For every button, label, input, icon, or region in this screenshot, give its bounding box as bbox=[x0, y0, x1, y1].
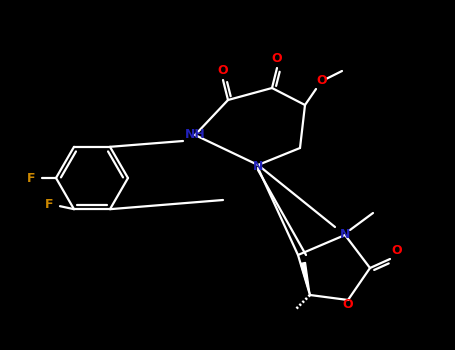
Text: N: N bbox=[253, 161, 263, 174]
Text: N: N bbox=[340, 229, 350, 241]
Text: O: O bbox=[272, 51, 282, 64]
Text: O: O bbox=[317, 75, 327, 88]
Text: NH: NH bbox=[185, 128, 205, 141]
Text: F: F bbox=[45, 198, 53, 211]
Text: O: O bbox=[392, 244, 402, 257]
Text: F: F bbox=[27, 172, 35, 184]
Text: O: O bbox=[343, 299, 354, 312]
Text: O: O bbox=[217, 63, 228, 77]
Polygon shape bbox=[301, 262, 310, 295]
